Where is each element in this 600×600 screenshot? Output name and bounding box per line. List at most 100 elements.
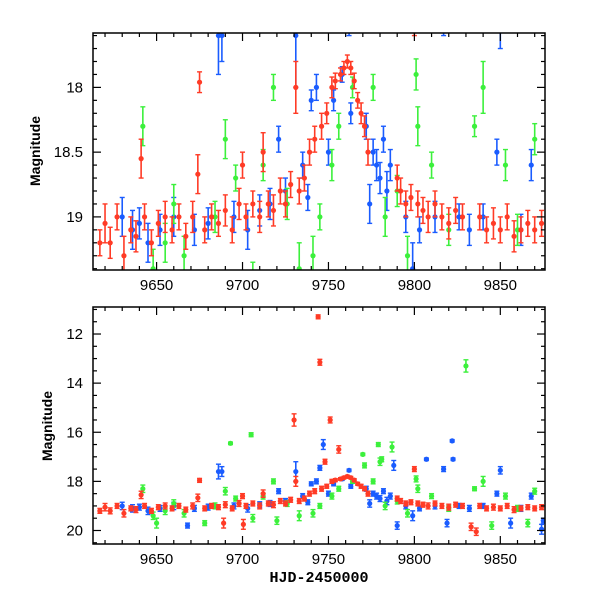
data-point bbox=[497, 465, 503, 475]
x-tick-label: 9800 bbox=[398, 277, 431, 294]
data-point bbox=[270, 478, 277, 485]
point-marker bbox=[416, 227, 423, 233]
data-point bbox=[379, 456, 385, 463]
data-point bbox=[148, 507, 155, 515]
data-point bbox=[370, 73, 376, 102]
point-marker bbox=[413, 476, 419, 482]
data-point bbox=[202, 216, 208, 244]
data-point bbox=[243, 502, 249, 510]
data-point bbox=[141, 203, 148, 231]
data-point bbox=[274, 516, 280, 526]
point-marker bbox=[208, 214, 215, 220]
data-point bbox=[394, 521, 400, 530]
point-marker bbox=[518, 227, 524, 233]
data-point bbox=[128, 505, 134, 512]
data-point bbox=[97, 229, 103, 257]
point-marker bbox=[439, 503, 445, 509]
data-point bbox=[377, 494, 383, 503]
point-marker bbox=[540, 518, 545, 524]
point-marker bbox=[257, 503, 263, 509]
data-point bbox=[317, 502, 323, 510]
point-marker bbox=[236, 500, 242, 507]
data-point bbox=[288, 170, 294, 199]
data-point bbox=[317, 464, 323, 472]
point-marker bbox=[348, 110, 354, 116]
point-marker bbox=[202, 227, 208, 233]
series-blue bbox=[119, 33, 534, 323]
point-marker bbox=[308, 97, 314, 103]
point-marker bbox=[329, 162, 335, 168]
data-point bbox=[296, 497, 302, 505]
point-marker bbox=[306, 149, 313, 155]
point-marker bbox=[532, 227, 538, 233]
x-tick-label: 9700 bbox=[226, 551, 259, 568]
point-marker bbox=[404, 510, 411, 516]
data-point bbox=[518, 505, 524, 512]
data-point bbox=[317, 203, 323, 231]
point-marker bbox=[346, 467, 352, 473]
x-tick-label: 9800 bbox=[398, 551, 431, 568]
data-point bbox=[450, 456, 456, 462]
data-point bbox=[518, 216, 524, 244]
point-marker bbox=[420, 207, 426, 214]
data-point bbox=[511, 220, 517, 253]
point-marker bbox=[305, 194, 311, 201]
y-axis-label-bottom: Magnitude bbox=[39, 391, 55, 461]
point-marker bbox=[114, 214, 120, 220]
point-marker bbox=[525, 220, 531, 226]
point-marker bbox=[377, 495, 383, 502]
point-marker bbox=[408, 194, 414, 201]
point-marker bbox=[155, 220, 161, 226]
data-point bbox=[317, 358, 323, 366]
data-point bbox=[102, 502, 108, 512]
point-marker bbox=[525, 504, 531, 510]
point-marker bbox=[222, 488, 228, 494]
data-point bbox=[241, 288, 246, 340]
point-marker bbox=[185, 318, 190, 323]
point-marker bbox=[348, 65, 354, 71]
point-marker bbox=[236, 201, 242, 207]
data-point bbox=[133, 220, 139, 253]
point-marker bbox=[260, 149, 266, 155]
point-marker bbox=[384, 188, 390, 194]
y-tick-label: 19 bbox=[66, 209, 83, 226]
point-marker bbox=[301, 175, 307, 181]
point-marker bbox=[341, 65, 347, 71]
point-marker bbox=[141, 503, 148, 509]
data-point bbox=[312, 125, 318, 153]
point-marker bbox=[490, 504, 497, 510]
data-point bbox=[528, 148, 534, 182]
point-marker bbox=[532, 136, 538, 142]
series-red bbox=[97, 314, 545, 537]
point-marker bbox=[332, 477, 338, 483]
point-marker bbox=[398, 498, 404, 504]
data-point bbox=[196, 477, 203, 484]
point-marker bbox=[243, 214, 249, 220]
data-point bbox=[538, 523, 545, 535]
data-point bbox=[502, 148, 509, 182]
point-marker bbox=[441, 466, 447, 472]
y-tick-label: 18.5 bbox=[54, 144, 83, 161]
data-point bbox=[282, 500, 289, 507]
data-point bbox=[466, 504, 472, 513]
data-point bbox=[382, 196, 388, 238]
point-marker bbox=[483, 505, 490, 511]
data-point bbox=[439, 203, 445, 231]
point-marker bbox=[308, 481, 314, 487]
point-marker bbox=[367, 500, 373, 507]
point-marker bbox=[183, 507, 189, 513]
data-point bbox=[365, 138, 371, 166]
point-marker bbox=[446, 504, 452, 510]
point-marker bbox=[325, 149, 332, 155]
data-point bbox=[176, 502, 182, 510]
point-marker bbox=[248, 432, 254, 438]
point-marker bbox=[270, 207, 277, 214]
point-marker bbox=[480, 84, 486, 90]
data-point bbox=[432, 500, 438, 507]
data-point bbox=[511, 505, 517, 514]
point-marker bbox=[362, 1, 367, 6]
data-point bbox=[398, 177, 404, 205]
data-point bbox=[291, 413, 297, 427]
point-marker bbox=[412, 20, 417, 25]
data-point bbox=[276, 488, 282, 495]
